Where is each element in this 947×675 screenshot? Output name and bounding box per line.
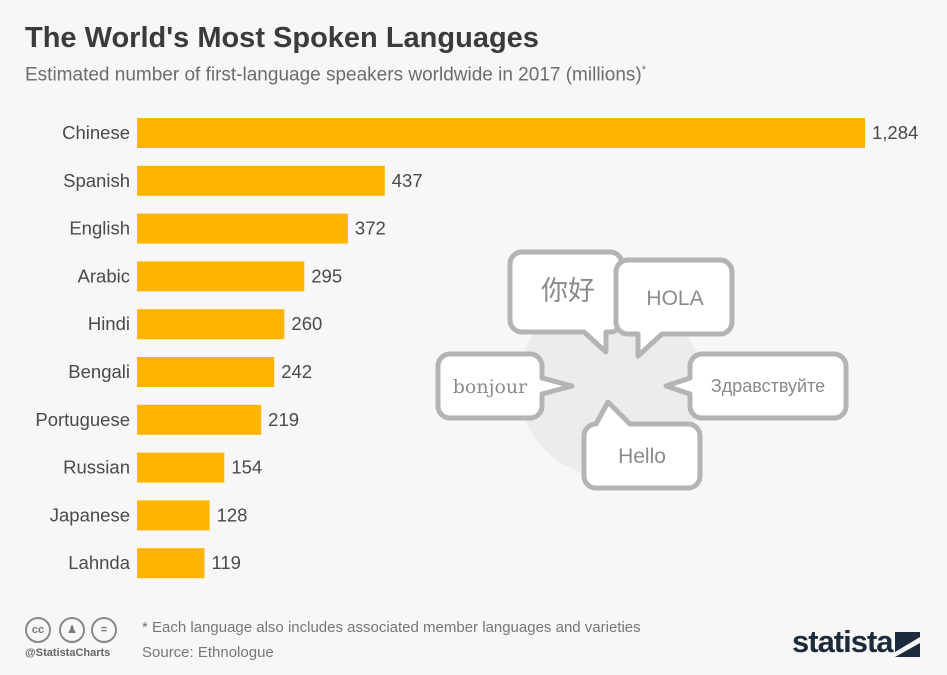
bubble-chinese: [507, 249, 625, 355]
bubble-english: [581, 399, 703, 491]
bar-lahnda: [137, 548, 205, 579]
source: Source: Ethnologue: [142, 644, 274, 661]
subtitle-text: Estimated number of first-language speak…: [25, 64, 642, 86]
cc-license-icon: cc: [25, 617, 51, 643]
bubble-text-russian: Здравствуйте: [711, 376, 825, 396]
bubble-text-french: bonjour: [453, 376, 528, 398]
twitter-handle: @StatistaCharts: [25, 647, 111, 659]
footnote: * Each language also includes associated…: [142, 619, 641, 636]
bubble-text-spanish: HOLA: [646, 287, 703, 310]
value-label: 1,284: [872, 122, 918, 143]
category-label: Arabic: [78, 265, 130, 286]
value-label: 128: [217, 504, 248, 525]
category-label: Spanish: [63, 170, 130, 191]
value-label: 219: [268, 409, 299, 430]
value-label: 260: [291, 313, 322, 334]
statista-logo-icon: [895, 632, 920, 657]
bubble-russian: [663, 351, 849, 421]
bar-portuguese: [137, 404, 262, 435]
no-derivatives-icon: =: [91, 617, 117, 643]
bar-english: [137, 213, 348, 244]
bars-group: Chinese 1,284 Spanish 437 English 372 Arabic 29…: [35, 118, 918, 579]
bar-spanish: [137, 165, 385, 196]
category-label: Bengali: [68, 361, 130, 382]
value-label: 372: [355, 218, 386, 239]
bubble-french: [435, 351, 575, 421]
category-label: Chinese: [62, 122, 130, 143]
category-label: Japanese: [50, 504, 130, 525]
category-label: Lahnda: [68, 552, 130, 573]
value-label: 119: [211, 552, 241, 573]
attribution-icon: ♟: [59, 617, 85, 643]
category-label: English: [69, 218, 130, 239]
category-label: Russian: [63, 457, 130, 478]
value-label: 154: [231, 457, 262, 478]
value-label: 437: [392, 170, 423, 191]
bar-arabic: [137, 261, 305, 292]
bar-russian: [137, 452, 225, 483]
chart-title: The World's Most Spoken Languages: [25, 22, 539, 54]
value-label: 242: [281, 361, 312, 382]
bubble-text-english: Hello: [618, 445, 666, 468]
subtitle-asterisk: *: [641, 64, 647, 76]
statista-logo: statista: [792, 624, 894, 659]
bar-japanese: [137, 500, 210, 531]
value-label: 295: [311, 265, 342, 286]
chart-subtitle: Estimated number of first-language speak…: [25, 64, 646, 86]
bubble-spanish: [613, 257, 735, 359]
category-label: Portuguese: [35, 409, 130, 430]
speech-bubbles-illustration: 你好 HOLA bonjour Здравствуйте Hello: [435, 249, 849, 491]
bar-bengali: [137, 357, 275, 387]
bar-hindi: [137, 309, 285, 340]
category-label: Hindi: [88, 313, 130, 334]
bubble-text-chinese: 你好: [541, 276, 595, 306]
bar-chinese: [137, 118, 865, 148]
